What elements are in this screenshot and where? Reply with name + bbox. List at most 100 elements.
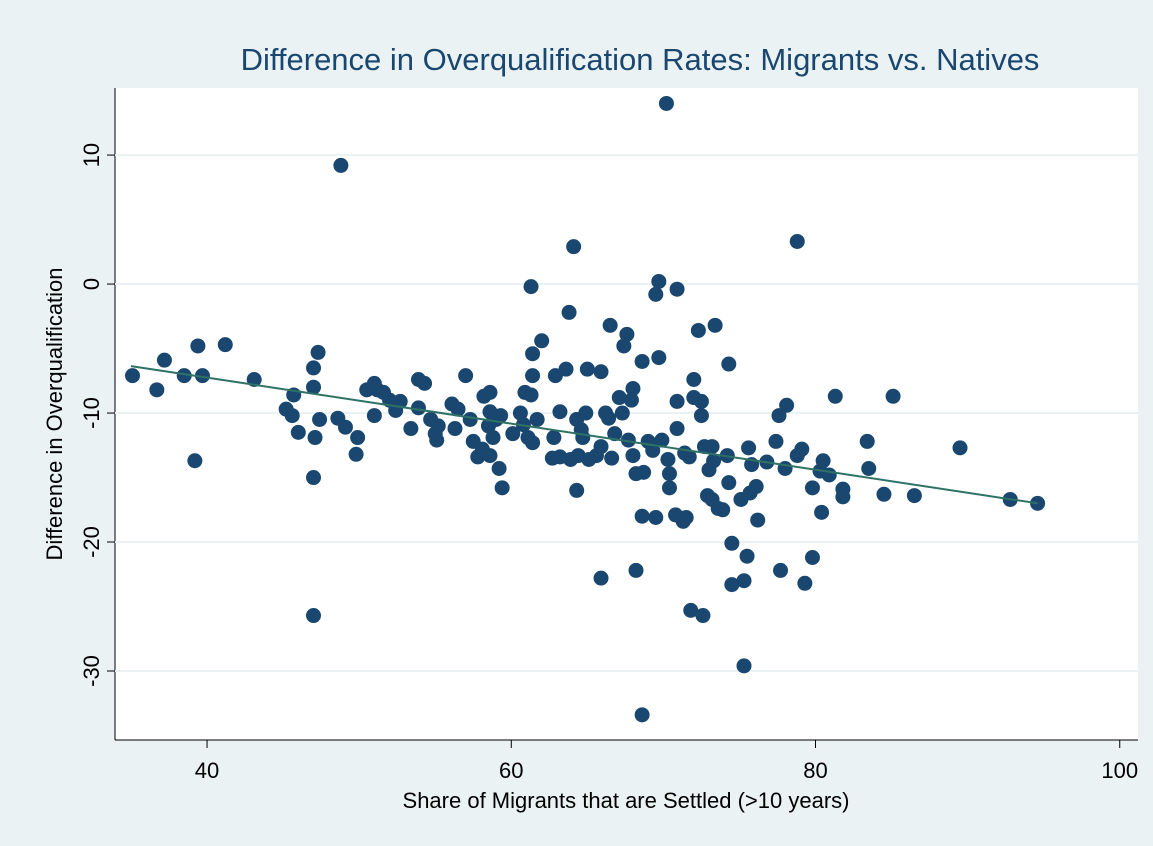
point: [505, 426, 521, 442]
point: [654, 432, 670, 448]
point: [707, 317, 723, 333]
point: [493, 408, 509, 424]
point: [190, 338, 206, 354]
y-tick-label: 0: [79, 278, 104, 290]
point: [634, 508, 650, 524]
point: [566, 239, 582, 255]
y-tick-label: -30: [79, 655, 104, 687]
point: [348, 446, 364, 462]
point: [601, 410, 617, 426]
point: [552, 404, 568, 420]
point: [620, 432, 636, 448]
point: [634, 353, 650, 369]
point: [773, 562, 789, 578]
point: [403, 421, 419, 437]
point: [306, 379, 322, 395]
point: [604, 450, 620, 466]
point: [194, 368, 210, 384]
point: [337, 419, 353, 435]
point: [623, 392, 639, 408]
point: [736, 658, 752, 674]
point: [660, 451, 676, 467]
point: [683, 602, 699, 618]
point: [462, 411, 478, 427]
point: [156, 352, 172, 368]
point: [804, 549, 820, 565]
point: [602, 317, 618, 333]
point: [619, 326, 635, 342]
point: [290, 424, 306, 440]
point: [176, 368, 192, 384]
point: [658, 95, 674, 111]
point: [480, 418, 496, 434]
point: [669, 421, 685, 437]
fit-line: [130, 365, 1038, 505]
point: [217, 337, 233, 353]
point: [593, 364, 609, 380]
x-axis-label: Share of Migrants that are Settled (>10 …: [403, 788, 850, 813]
point: [307, 430, 323, 446]
point: [476, 388, 492, 404]
point: [695, 608, 711, 624]
point: [715, 502, 731, 518]
point: [593, 439, 609, 455]
point: [306, 608, 322, 624]
point: [447, 421, 463, 437]
point: [625, 448, 641, 464]
y-axis-label: Difference in Overqualification: [42, 267, 67, 560]
point: [634, 707, 650, 723]
point: [578, 405, 594, 421]
point: [797, 575, 813, 591]
point: [741, 440, 757, 456]
point: [525, 435, 541, 451]
point: [815, 453, 831, 469]
point: [794, 441, 810, 457]
point: [512, 405, 528, 421]
point: [777, 460, 793, 476]
point: [789, 233, 805, 249]
point: [768, 433, 784, 449]
point: [593, 570, 609, 586]
point: [525, 368, 541, 384]
point: [736, 573, 752, 589]
point: [706, 453, 722, 469]
point: [636, 464, 652, 480]
point: [686, 371, 702, 387]
point: [124, 368, 140, 384]
y-tick-label: -10: [79, 397, 104, 429]
chart-title: Difference in Overqualification Rates: M…: [241, 42, 1040, 77]
point: [704, 439, 720, 455]
point: [569, 482, 585, 498]
x-tick-label: 100: [1101, 758, 1138, 783]
point: [149, 382, 165, 398]
point: [523, 387, 539, 403]
point: [485, 430, 501, 446]
point: [547, 368, 563, 384]
point: [748, 479, 764, 495]
point: [648, 286, 664, 302]
y-tick-label: -20: [79, 526, 104, 558]
point: [494, 480, 510, 496]
point: [779, 397, 795, 413]
point: [546, 430, 562, 446]
x-tick-label: 80: [803, 758, 827, 783]
point: [366, 408, 382, 424]
point: [681, 449, 697, 465]
point: [750, 512, 766, 528]
point: [739, 548, 755, 564]
x-tick-label: 40: [195, 758, 219, 783]
point: [648, 510, 664, 526]
point: [628, 562, 644, 578]
point: [814, 504, 830, 520]
point: [523, 279, 539, 295]
point: [669, 393, 685, 409]
point: [885, 388, 901, 404]
point: [906, 488, 922, 504]
point: [430, 418, 446, 434]
point: [614, 405, 630, 421]
point: [661, 480, 677, 496]
point: [669, 281, 685, 297]
point: [310, 344, 326, 360]
point: [724, 535, 740, 551]
point: [306, 360, 322, 376]
